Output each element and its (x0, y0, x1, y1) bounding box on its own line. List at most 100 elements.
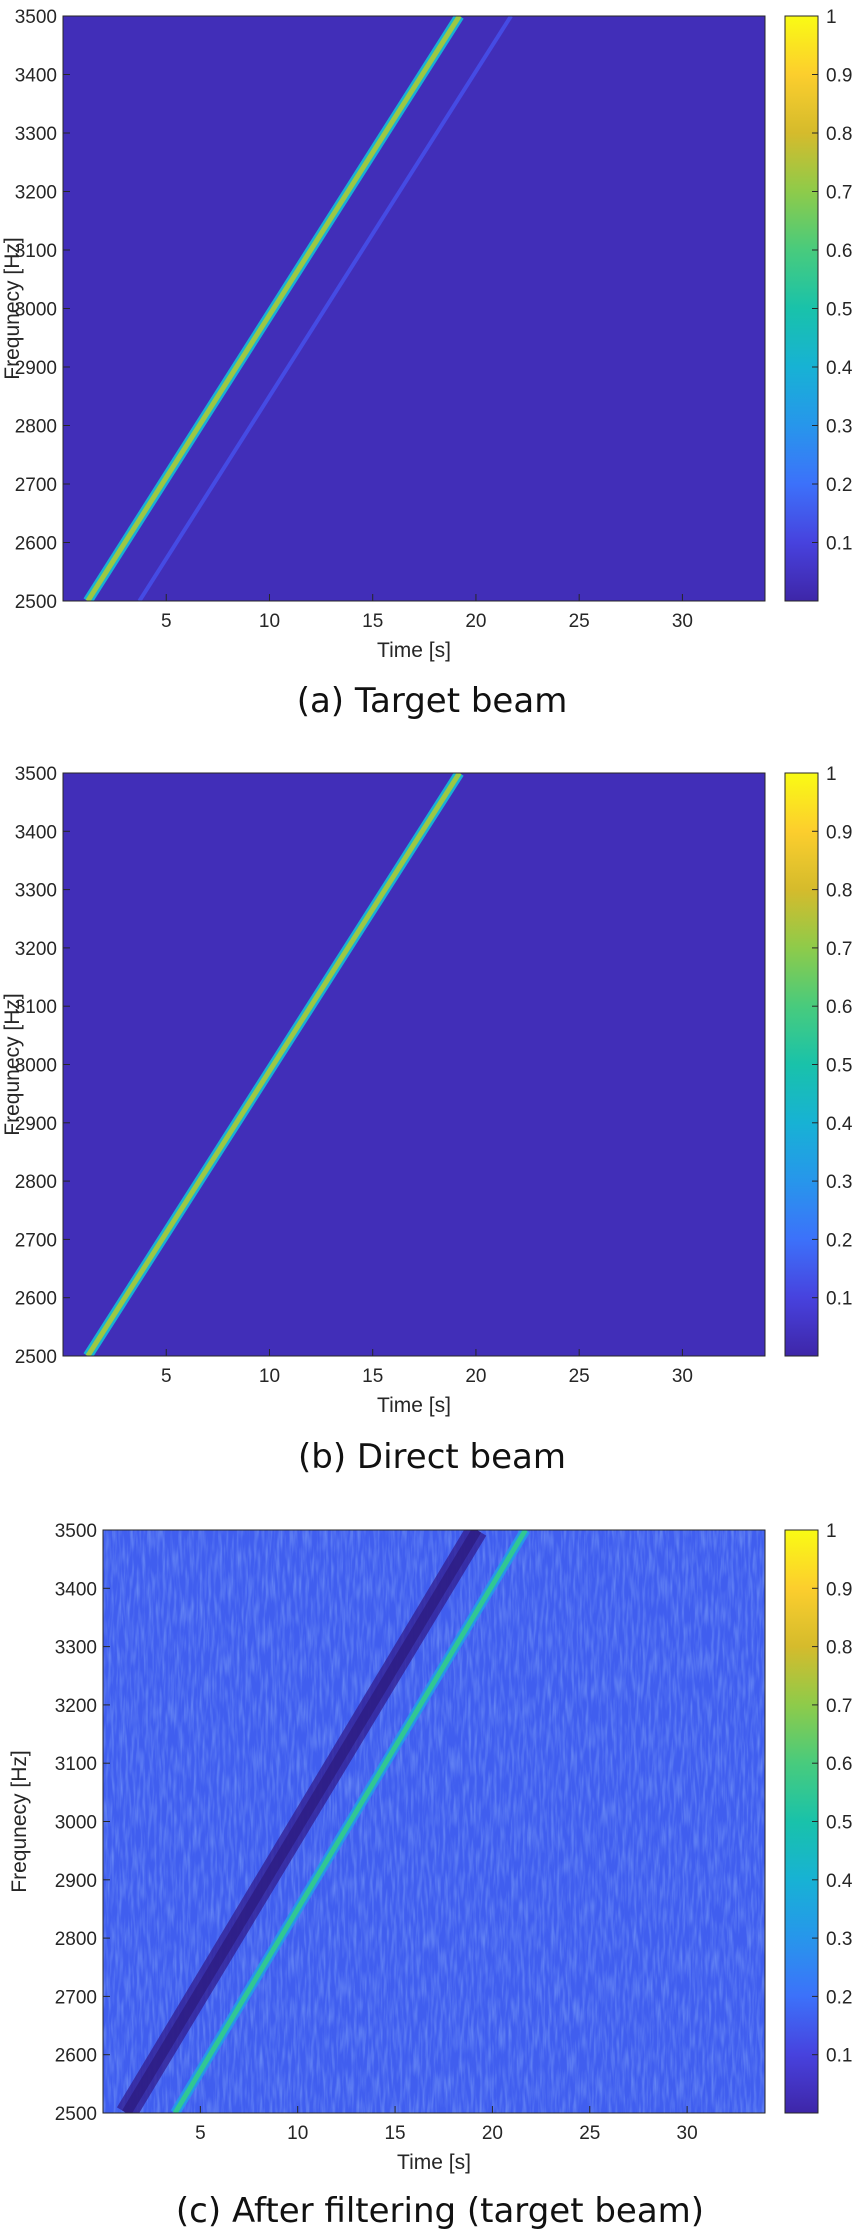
x-tick-label: 20 (465, 1366, 486, 1387)
x-tick-label: 10 (259, 1366, 280, 1387)
colorbar-tick-label: 0.4 (826, 358, 853, 379)
chart-panel: 5 10 15 20 25 30 2500 2600 2700 2800 2900 3000 3100 3… (1, 764, 853, 1477)
colorbar (784, 1529, 819, 2114)
chart-panel: 5 10 15 20 25 30 2500 2600 2700 2800 2900 3000 3100 3… (8, 1521, 853, 2231)
x-tick-label: 25 (569, 611, 590, 632)
y-tick-label: 2800 (15, 1172, 57, 1193)
series-line-notch-core (122, 1530, 482, 2113)
x-tick-label: 10 (259, 611, 280, 632)
colorbar-tick-label: 0.2 (826, 475, 852, 496)
panel-caption: (a) Target beam (297, 681, 568, 721)
colorbar-tick-label: 0.5 (826, 1056, 852, 1077)
colorbar-tick-label: 0.7 (826, 1696, 852, 1717)
noise-texture (103, 1530, 765, 2113)
colorbar-tick-label: 0.8 (826, 124, 852, 145)
plot-area (83, 16, 513, 601)
y-axis-label: Frequnecy [Hz] (1, 993, 24, 1135)
colorbar-tick-label: 0.5 (826, 300, 852, 321)
y-tick-label: 3400 (55, 1579, 97, 1600)
y-tick-label: 2500 (15, 592, 57, 613)
y-tick-label: 3400 (15, 822, 57, 843)
colorbar-tick-label: 0.3 (826, 1929, 852, 1950)
y-tick-label: 2600 (15, 1289, 57, 1310)
y-tick-label: 2500 (55, 2104, 97, 2125)
y-tick-label: 3100 (15, 241, 57, 262)
x-axis-label: Time [s] (377, 1394, 451, 1417)
y-axis-label: Frequnecy [Hz] (1, 237, 24, 379)
x-tick-label: 10 (287, 2123, 308, 2144)
x-tick-label: 5 (161, 1366, 172, 1387)
x-tick-label: 25 (569, 1366, 590, 1387)
y-tick-label: 2700 (15, 1230, 57, 1251)
colorbar-tick-label: 0.9 (826, 66, 852, 87)
colorbar-tick-label: 0.3 (826, 1172, 852, 1193)
plot-background (63, 773, 765, 1356)
y-tick-label: 2800 (55, 1929, 97, 1950)
x-tick-label: 30 (677, 2123, 698, 2144)
x-tick-label: 20 (482, 2123, 503, 2144)
colorbar-tick-label: 0.8 (826, 1638, 852, 1659)
plot-background (63, 16, 765, 601)
colorbar-tick-label: 0.1 (826, 2046, 852, 2067)
x-tick-label: 5 (195, 2123, 206, 2144)
colorbar-tick-label: 0.5 (826, 1813, 852, 1834)
colorbar-tick-label: 0.2 (826, 1987, 852, 2008)
y-tick-label: 2700 (55, 1987, 97, 2008)
y-tick-label: 3400 (15, 66, 57, 87)
y-tick-label: 3000 (15, 300, 57, 321)
colorbar-tick-label: 1 (826, 7, 837, 28)
colorbar-tick-label: 1 (826, 1521, 837, 1542)
y-tick-label: 3300 (55, 1638, 97, 1659)
y-tick-label: 3200 (15, 939, 57, 960)
colorbar-tick-label: 0.1 (826, 1289, 852, 1310)
colorbar-tick-label: 0.4 (826, 1871, 853, 1892)
plot-area (103, 1530, 765, 2113)
y-tick-label: 3500 (15, 764, 57, 785)
y-tick-label: 2800 (15, 417, 57, 438)
series-line (85, 773, 462, 1356)
y-tick-label: 3200 (55, 1696, 97, 1717)
y-tick-label: 2600 (55, 2046, 97, 2067)
series-line (172, 1530, 528, 2113)
x-tick-label: 30 (672, 1366, 693, 1387)
chart-panel: 5 10 15 20 25 30 2500 2600 2700 2800 2900 3000 3100 3… (1, 7, 853, 721)
colorbar-tick-label: 0.2 (826, 1230, 852, 1251)
y-tick-label: 2900 (15, 1114, 57, 1135)
y-tick-label: 3200 (15, 183, 57, 204)
y-tick-label: 2600 (15, 534, 57, 555)
y-tick-label: 3500 (15, 7, 57, 28)
y-tick-label: 3100 (55, 1754, 97, 1775)
y-tick-label: 3300 (15, 881, 57, 902)
colorbar-tick-label: 0.6 (826, 241, 852, 262)
colorbar-tick-label: 0.9 (826, 822, 852, 843)
y-tick-label: 3500 (55, 1521, 97, 1542)
x-axis-label: Time [s] (397, 2151, 471, 2174)
y-tick-label: 2500 (15, 1347, 57, 1368)
y-axis-label: Frequnecy [Hz] (8, 1750, 31, 1892)
series-line (85, 16, 462, 601)
colorbar-tick-label: 0.9 (826, 1579, 852, 1600)
colorbar-tick-label: 0.8 (826, 881, 852, 902)
x-tick-label: 15 (362, 1366, 383, 1387)
colorbar-tick-label: 0.7 (826, 939, 852, 960)
y-tick-label: 3300 (15, 124, 57, 145)
x-tick-label: 20 (465, 611, 486, 632)
x-tick-label: 25 (579, 2123, 600, 2144)
series-line (137, 16, 513, 601)
colorbar-tick-label: 0.3 (826, 417, 852, 438)
plot-area (83, 773, 464, 1356)
y-tick-label: 2900 (55, 1871, 97, 1892)
colorbar-tick-label: 0.6 (826, 1754, 852, 1775)
y-tick-label: 3000 (15, 1056, 57, 1077)
colorbar-tick-label: 0.6 (826, 997, 852, 1018)
colorbar-tick-label: 1 (826, 764, 837, 785)
colorbar-tick-label: 0.1 (826, 534, 852, 555)
y-tick-label: 2900 (15, 358, 57, 379)
panel-caption: (c) After filtering (target beam) (176, 2191, 704, 2231)
x-tick-label: 15 (362, 611, 383, 632)
colorbar-tick-label: 0.4 (826, 1114, 853, 1135)
x-axis-label: Time [s] (377, 639, 451, 662)
panel-caption: (b) Direct beam (298, 1437, 566, 1477)
x-tick-label: 5 (161, 611, 172, 632)
